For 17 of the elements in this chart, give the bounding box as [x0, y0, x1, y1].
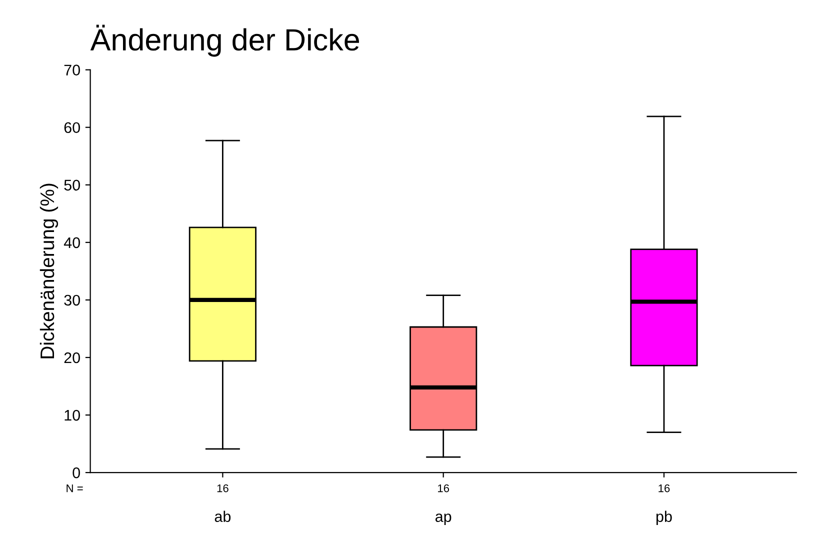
y-tick-label: 0: [72, 467, 80, 478]
y-tick-label: 30: [64, 294, 80, 306]
x-tick-label: ap: [435, 514, 452, 525]
y-tick-label: 60: [64, 122, 80, 134]
y-tick-label: 50: [64, 180, 80, 191]
y-tick-label: 40: [64, 237, 80, 248]
x-tick-label: pb: [656, 510, 672, 525]
text: 16: [217, 484, 228, 492]
y-tick-label: 10: [64, 410, 80, 421]
y-tick-label: 20: [64, 352, 80, 364]
text: 16: [658, 484, 670, 492]
text: N =: [66, 484, 83, 492]
x-tick-label: ab: [214, 510, 231, 522]
text: 16: [438, 484, 450, 492]
y-axis-title: Dickenänderung (%): [40, 184, 58, 358]
y-tick-label: 70: [64, 64, 80, 76]
chart-title: Änderung der Dicke: [90, 24, 360, 57]
